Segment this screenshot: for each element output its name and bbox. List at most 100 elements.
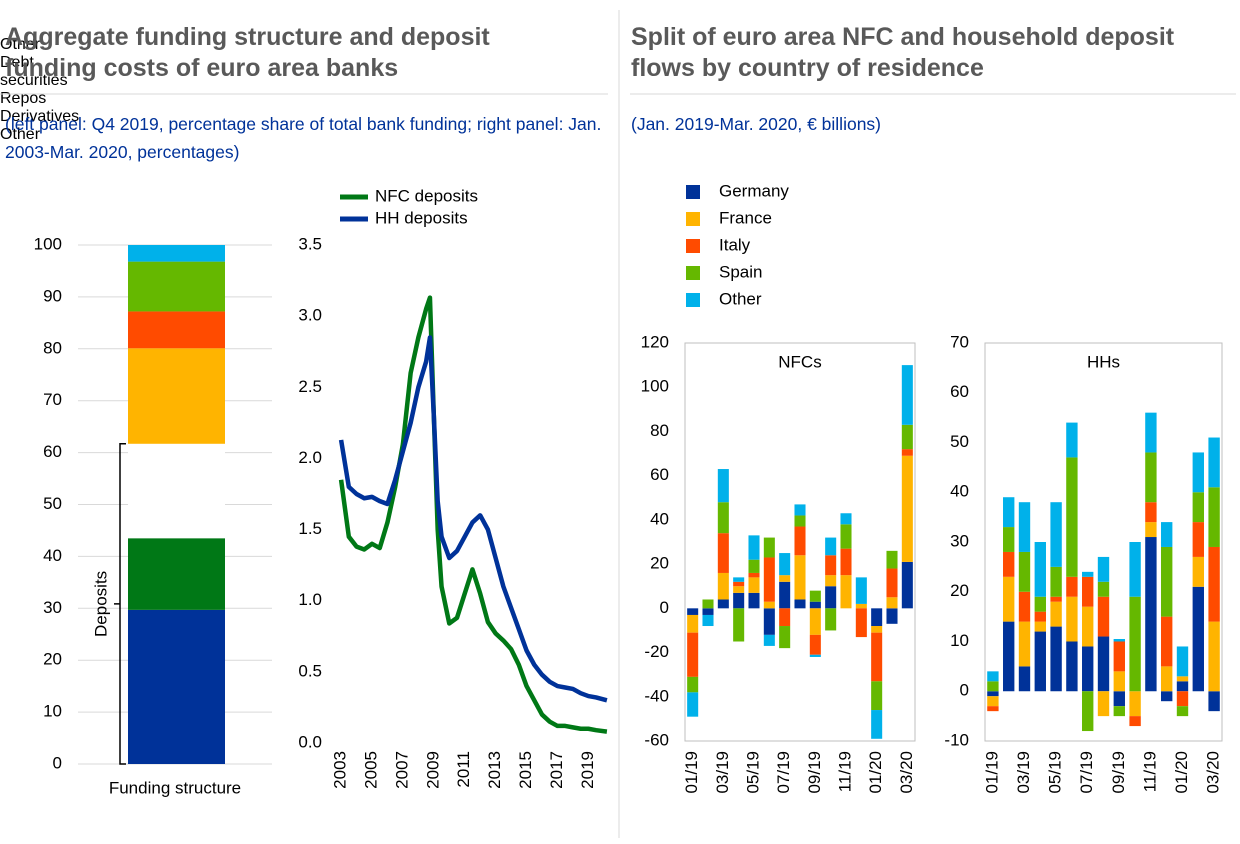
y-tick-label: 0.5	[298, 661, 322, 680]
bar-segment	[1208, 437, 1220, 488]
bar-segment	[128, 348, 225, 444]
y-tick-label: 40	[950, 482, 969, 501]
bar-segment	[1082, 571, 1094, 577]
bar-segment	[779, 575, 791, 582]
bar-segment	[1145, 452, 1157, 503]
bar-segment	[763, 608, 775, 635]
bar-segment	[1050, 601, 1062, 627]
x-tick-label: 2013	[485, 751, 504, 789]
x-tick-label: 01/20	[1172, 751, 1191, 794]
bar-segment	[128, 261, 225, 312]
bar-segment	[871, 608, 883, 627]
bar-segment	[987, 691, 999, 697]
bar-segment	[987, 671, 999, 682]
bar-segment	[1034, 611, 1046, 622]
bar-segment	[1050, 566, 1062, 597]
y-tick-label: 3.5	[298, 234, 322, 253]
bar-segment	[886, 568, 898, 598]
x-tick-label: 05/19	[743, 751, 762, 794]
y-tick-label: 3.0	[298, 306, 322, 325]
bar-segment	[1034, 542, 1046, 597]
x-tick-label: 05/19	[1046, 751, 1065, 794]
legend-label: Italy	[719, 235, 751, 254]
y-tick-label: 40	[43, 546, 62, 565]
legend-label: HH deposits	[375, 208, 468, 227]
bar-segment	[128, 311, 225, 349]
bar-segment	[1003, 576, 1015, 622]
bar-segment	[809, 608, 821, 635]
line-series	[338, 295, 608, 734]
y-tick-label: 2.5	[298, 377, 322, 396]
y-tick-label: 50	[950, 432, 969, 451]
x-tick-label: 03/19	[1014, 751, 1033, 794]
bar-segment	[886, 597, 898, 609]
bar-segment	[1192, 586, 1204, 692]
bar-segment	[733, 577, 745, 582]
bar-segment	[687, 608, 699, 615]
bar-segment	[1129, 542, 1141, 597]
y-tick-label: 60	[950, 382, 969, 401]
bar-segment	[987, 706, 999, 712]
y-tick-label: 90	[43, 286, 62, 305]
y-tick-label: 20	[650, 554, 669, 573]
bar-segment	[1176, 646, 1189, 677]
bracket	[114, 443, 126, 765]
bar-segment	[763, 537, 775, 558]
y-tick-label: 20	[950, 581, 969, 600]
bar-segment	[1192, 522, 1204, 557]
bar-segment	[1161, 522, 1173, 547]
bar-segment	[717, 533, 729, 573]
bar-segment	[1208, 691, 1220, 712]
y-tick-label: 70	[43, 390, 62, 409]
legend-swatch	[686, 239, 700, 253]
y-tick-label: 2.0	[298, 448, 322, 467]
bar-segment	[1097, 596, 1110, 637]
bar-segment	[779, 626, 791, 649]
bar-segment	[779, 608, 791, 627]
bar-segment	[733, 581, 745, 587]
segment-label: HHs	[0, 0, 32, 17]
y-tick-label: 100	[641, 377, 669, 396]
bar-segment	[809, 634, 821, 655]
y-tick-label: 120	[641, 332, 669, 351]
x-tick-label: 11/19	[1140, 751, 1159, 792]
plot-frame	[684, 342, 916, 742]
segment-label: Other	[0, 126, 41, 143]
segment-label: NFCs	[0, 18, 41, 35]
y-tick-label: 60	[43, 442, 62, 461]
bar-segment	[1129, 716, 1141, 727]
x-tick-label: 2009	[423, 751, 442, 789]
bar-segment	[1113, 639, 1125, 642]
y-tick-label: 0	[53, 753, 62, 772]
x-tick-label: 01/19	[682, 751, 701, 794]
legend-label: NFC deposits	[375, 186, 478, 205]
bar-segment	[855, 577, 867, 604]
bar-segment	[1161, 691, 1173, 702]
bar-segment	[871, 710, 883, 739]
x-category-label: Funding structure	[109, 778, 241, 797]
x-tick-label: 09/19	[805, 751, 824, 794]
bar-segment	[748, 577, 760, 593]
bar-segment	[748, 559, 760, 573]
bar-segment	[1066, 422, 1078, 458]
x-tick-label: 03/19	[713, 751, 732, 794]
bar-segment	[1082, 576, 1094, 607]
bar-segment	[1208, 487, 1220, 547]
bar-segment	[702, 599, 714, 609]
bar-segment	[717, 469, 729, 503]
legend-label: Spain	[719, 262, 762, 281]
bar-segment	[794, 599, 806, 609]
bar-segment	[901, 424, 913, 450]
bar-segment	[840, 513, 852, 525]
x-tick-label: 2007	[392, 751, 411, 789]
legend-label: Germany	[719, 181, 789, 200]
panel-title: Split of euro area NFC and household dep…	[631, 23, 1175, 82]
bar-segment	[1003, 621, 1015, 692]
bar-segment	[825, 537, 837, 556]
bar-segment	[825, 555, 837, 576]
chart-title: NFCs	[778, 352, 821, 371]
bar-segment	[855, 608, 867, 638]
bar-segment	[901, 455, 913, 562]
